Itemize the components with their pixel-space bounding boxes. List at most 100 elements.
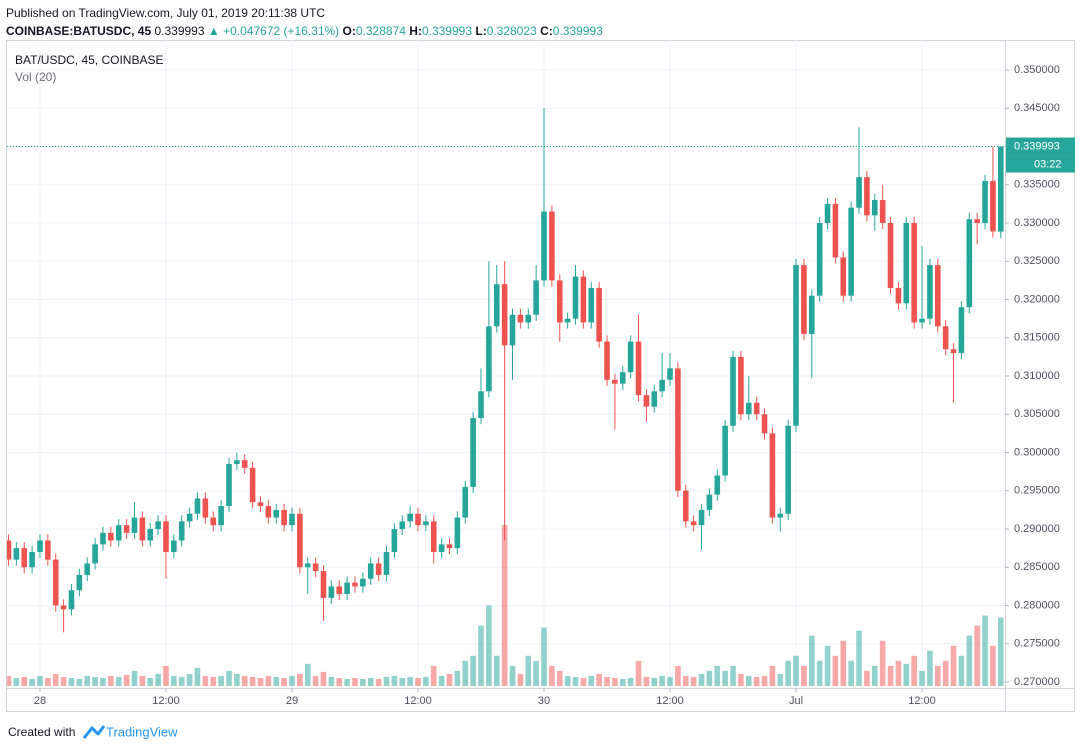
candle-body bbox=[147, 529, 154, 541]
volume-bar bbox=[29, 678, 35, 686]
volume-bar bbox=[887, 665, 894, 686]
candle-body bbox=[824, 203, 831, 224]
candle-body bbox=[76, 574, 83, 591]
volume-bar bbox=[430, 665, 437, 686]
candle-body bbox=[52, 559, 59, 606]
volume-bar bbox=[454, 670, 461, 686]
candle-body bbox=[194, 498, 201, 514]
volume-bar bbox=[7, 675, 12, 686]
volume-bar bbox=[108, 675, 114, 686]
candle-body bbox=[470, 418, 476, 487]
candle-body bbox=[45, 540, 51, 560]
candle-body bbox=[690, 521, 697, 526]
candle-body bbox=[619, 372, 626, 384]
candle-body bbox=[446, 544, 453, 549]
volume-bar bbox=[249, 676, 256, 686]
y-tick-label: 0.285000 bbox=[1014, 561, 1060, 573]
volume-bar bbox=[76, 678, 83, 686]
candle-body bbox=[572, 276, 579, 319]
candle-body bbox=[501, 284, 508, 346]
candle-body bbox=[612, 379, 618, 384]
last-price-box bbox=[1006, 137, 1075, 156]
chart-legend: BAT/USDC, 45, COINBASE bbox=[15, 53, 163, 67]
volume-bar bbox=[462, 660, 469, 686]
volume-bar bbox=[761, 675, 768, 686]
symbol: COINBASE:BATUSDC, 45 bbox=[6, 24, 152, 38]
high-value: 0.339993 bbox=[421, 24, 473, 38]
candle-body bbox=[627, 341, 634, 373]
candle-body bbox=[549, 211, 555, 281]
candle-body bbox=[879, 200, 886, 224]
candle-body bbox=[596, 288, 602, 342]
volume-bar bbox=[115, 676, 122, 686]
low-value: 0.328023 bbox=[486, 24, 537, 38]
volume-bar bbox=[37, 675, 43, 686]
candle-body bbox=[982, 180, 988, 224]
volume-bar bbox=[328, 676, 335, 686]
y-tick-label: 0.320000 bbox=[1014, 293, 1060, 305]
candle-body bbox=[407, 513, 413, 522]
candle-body bbox=[320, 571, 327, 598]
candle-body bbox=[816, 223, 823, 296]
candle-body bbox=[659, 379, 665, 392]
volume-legend: Vol (20) bbox=[15, 70, 56, 84]
candle-body bbox=[139, 517, 146, 541]
volume-bar bbox=[0, 674, 3, 686]
candle-body bbox=[840, 257, 847, 296]
candle-body bbox=[304, 563, 311, 568]
open-value: 0.328874 bbox=[355, 24, 406, 38]
last-price: 0.339993 bbox=[154, 24, 205, 38]
candle-body bbox=[801, 265, 807, 334]
y-tick-label: 0.275000 bbox=[1014, 638, 1060, 650]
footer-created: Created with bbox=[8, 725, 75, 739]
volume-bar bbox=[824, 645, 831, 686]
volume-bar bbox=[320, 671, 327, 686]
candle-body bbox=[541, 211, 547, 281]
candle-body bbox=[249, 467, 256, 503]
candle-body bbox=[990, 180, 996, 232]
candle-body bbox=[234, 460, 240, 464]
candle-body bbox=[92, 544, 98, 564]
candle-body bbox=[218, 506, 224, 526]
volume-bar bbox=[934, 665, 941, 686]
candle-body bbox=[415, 513, 421, 526]
volume-bar bbox=[289, 675, 295, 686]
x-tick-label: 28 bbox=[34, 695, 46, 707]
candle-body bbox=[738, 356, 744, 415]
volume-bar bbox=[604, 676, 610, 686]
candle-body bbox=[950, 349, 957, 354]
candle-body bbox=[399, 521, 406, 530]
candle-body bbox=[864, 177, 870, 216]
candle-body bbox=[887, 223, 894, 289]
volume-bar bbox=[304, 663, 311, 686]
volume-bar bbox=[525, 655, 532, 686]
y-tick-label: 0.325000 bbox=[1014, 255, 1060, 267]
volume-bar bbox=[785, 660, 791, 686]
volume-bar bbox=[808, 635, 815, 686]
volume-bar bbox=[730, 665, 736, 686]
volume-bar bbox=[194, 667, 201, 686]
volume-bar bbox=[281, 677, 287, 686]
candle-body bbox=[745, 402, 752, 415]
volume-bar bbox=[651, 677, 658, 686]
candle-body bbox=[336, 586, 343, 595]
volume-bar bbox=[399, 677, 406, 686]
y-tick-label: 0.270000 bbox=[1014, 676, 1060, 688]
candle-body bbox=[265, 506, 272, 518]
volume-bar bbox=[832, 655, 839, 686]
volume-bar bbox=[297, 673, 303, 686]
volume-bar bbox=[698, 673, 705, 686]
x-tick-label: 12:00 bbox=[656, 695, 684, 707]
volume-bar bbox=[478, 625, 484, 686]
candles bbox=[7, 108, 1005, 633]
volume-bar bbox=[45, 677, 51, 686]
candle-body bbox=[856, 177, 862, 208]
close-label: C: bbox=[540, 24, 553, 38]
tradingview-logo bbox=[82, 725, 106, 739]
candle-body bbox=[29, 551, 35, 568]
volume-bar bbox=[690, 676, 697, 686]
volume-bar bbox=[990, 645, 996, 686]
volume-bar bbox=[541, 627, 547, 686]
candle-body bbox=[7, 540, 12, 560]
